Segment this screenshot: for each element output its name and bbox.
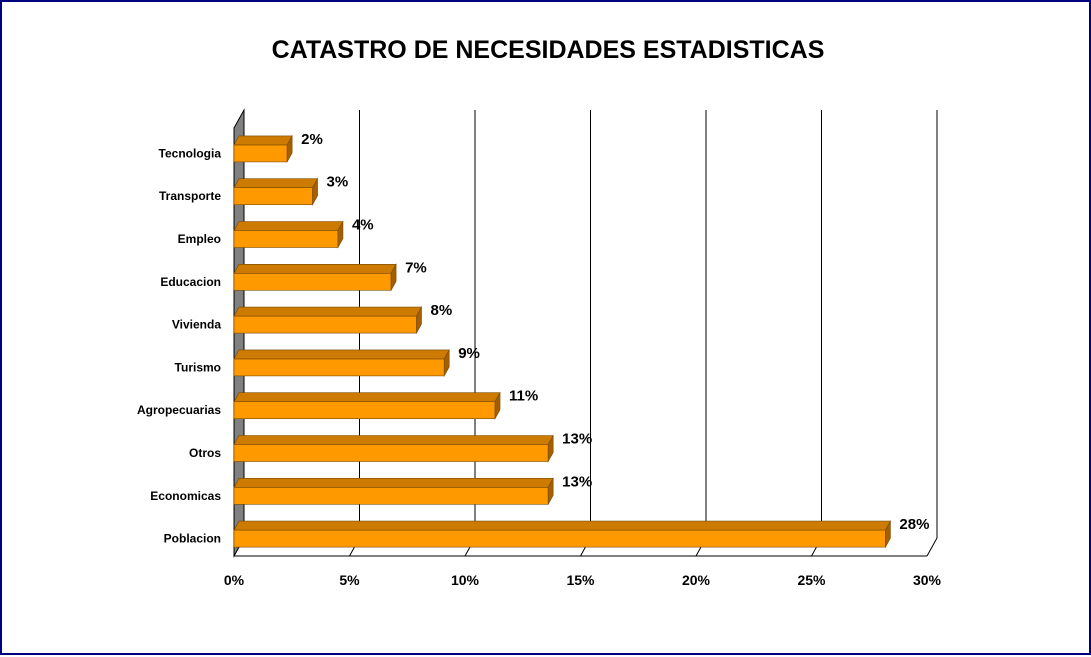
bar-top — [233, 221, 344, 231]
data-label: 28% — [899, 516, 929, 533]
bar-top — [233, 263, 397, 274]
bar-side — [337, 220, 344, 249]
x-tick-label: 25% — [797, 572, 826, 588]
data-label: 7% — [405, 259, 427, 276]
bar — [233, 187, 313, 205]
x-tick-label: 30% — [913, 572, 942, 588]
category-labels: Poblacion Economicas Otros Agropecuarias Tur… — [137, 146, 221, 545]
category-label: Poblacion — [164, 532, 221, 546]
data-label: 11% — [509, 388, 538, 405]
bar-side — [885, 519, 891, 549]
bar-top — [233, 392, 501, 403]
bar — [233, 401, 496, 420]
bar-side — [443, 348, 450, 378]
x-tick-label: 10% — [451, 572, 480, 588]
x-tick-label: 20% — [682, 572, 711, 588]
bar-side — [390, 263, 397, 292]
x-tick-label: 5% — [339, 572, 360, 588]
bar-top — [233, 306, 422, 317]
bar — [233, 315, 417, 334]
category-label: Vivienda — [172, 318, 221, 332]
category-label: Empleo — [178, 232, 221, 246]
data-label: 2% — [301, 131, 323, 148]
data-label: 13% — [562, 431, 592, 448]
x-tick-label: 0% — [224, 572, 245, 588]
bar — [233, 486, 549, 505]
data-label: 9% — [458, 345, 480, 362]
data-label: 8% — [430, 302, 452, 319]
category-label: Agropecuarias — [137, 403, 221, 417]
bar-side — [416, 305, 422, 335]
bar — [233, 230, 339, 248]
bar-side — [286, 134, 293, 164]
gridline — [926, 110, 938, 557]
bar-top — [233, 135, 293, 146]
bar-top — [233, 477, 554, 488]
data-label: 4% — [352, 217, 374, 234]
category-label: Educacion — [160, 275, 221, 289]
data-labels: 28% 13% 13% 11% 9% 8% 7% 4% 3% 2% — [301, 131, 929, 533]
bar — [233, 444, 549, 462]
gridline — [811, 110, 822, 557]
bar-top — [233, 349, 450, 360]
bar-side — [312, 177, 318, 206]
bar-top — [233, 435, 554, 445]
x-tick-labels: 0% 5% 10% 15% 20% 25% 30% — [224, 572, 942, 588]
data-label: 13% — [562, 473, 592, 490]
bar-side — [547, 477, 554, 506]
data-label: 3% — [327, 174, 349, 191]
gridline — [695, 110, 707, 557]
bar-side — [547, 434, 554, 463]
category-label: Tecnologia — [159, 146, 222, 160]
bar — [233, 529, 886, 548]
bar-side — [494, 391, 501, 420]
category-label: Transporte — [159, 189, 221, 203]
category-label: Otros — [189, 446, 221, 460]
x-tick-label: 15% — [566, 572, 595, 588]
bar — [233, 272, 392, 291]
bar-top — [233, 178, 319, 188]
bars — [233, 134, 891, 549]
chart-title: CATASTRO DE NECESIDADES ESTADISTICAS — [272, 36, 825, 64]
bar — [233, 358, 445, 377]
bar-top — [233, 520, 891, 531]
category-label: Turismo — [175, 360, 221, 374]
bar — [233, 144, 288, 163]
category-label: Economicas — [150, 489, 221, 503]
